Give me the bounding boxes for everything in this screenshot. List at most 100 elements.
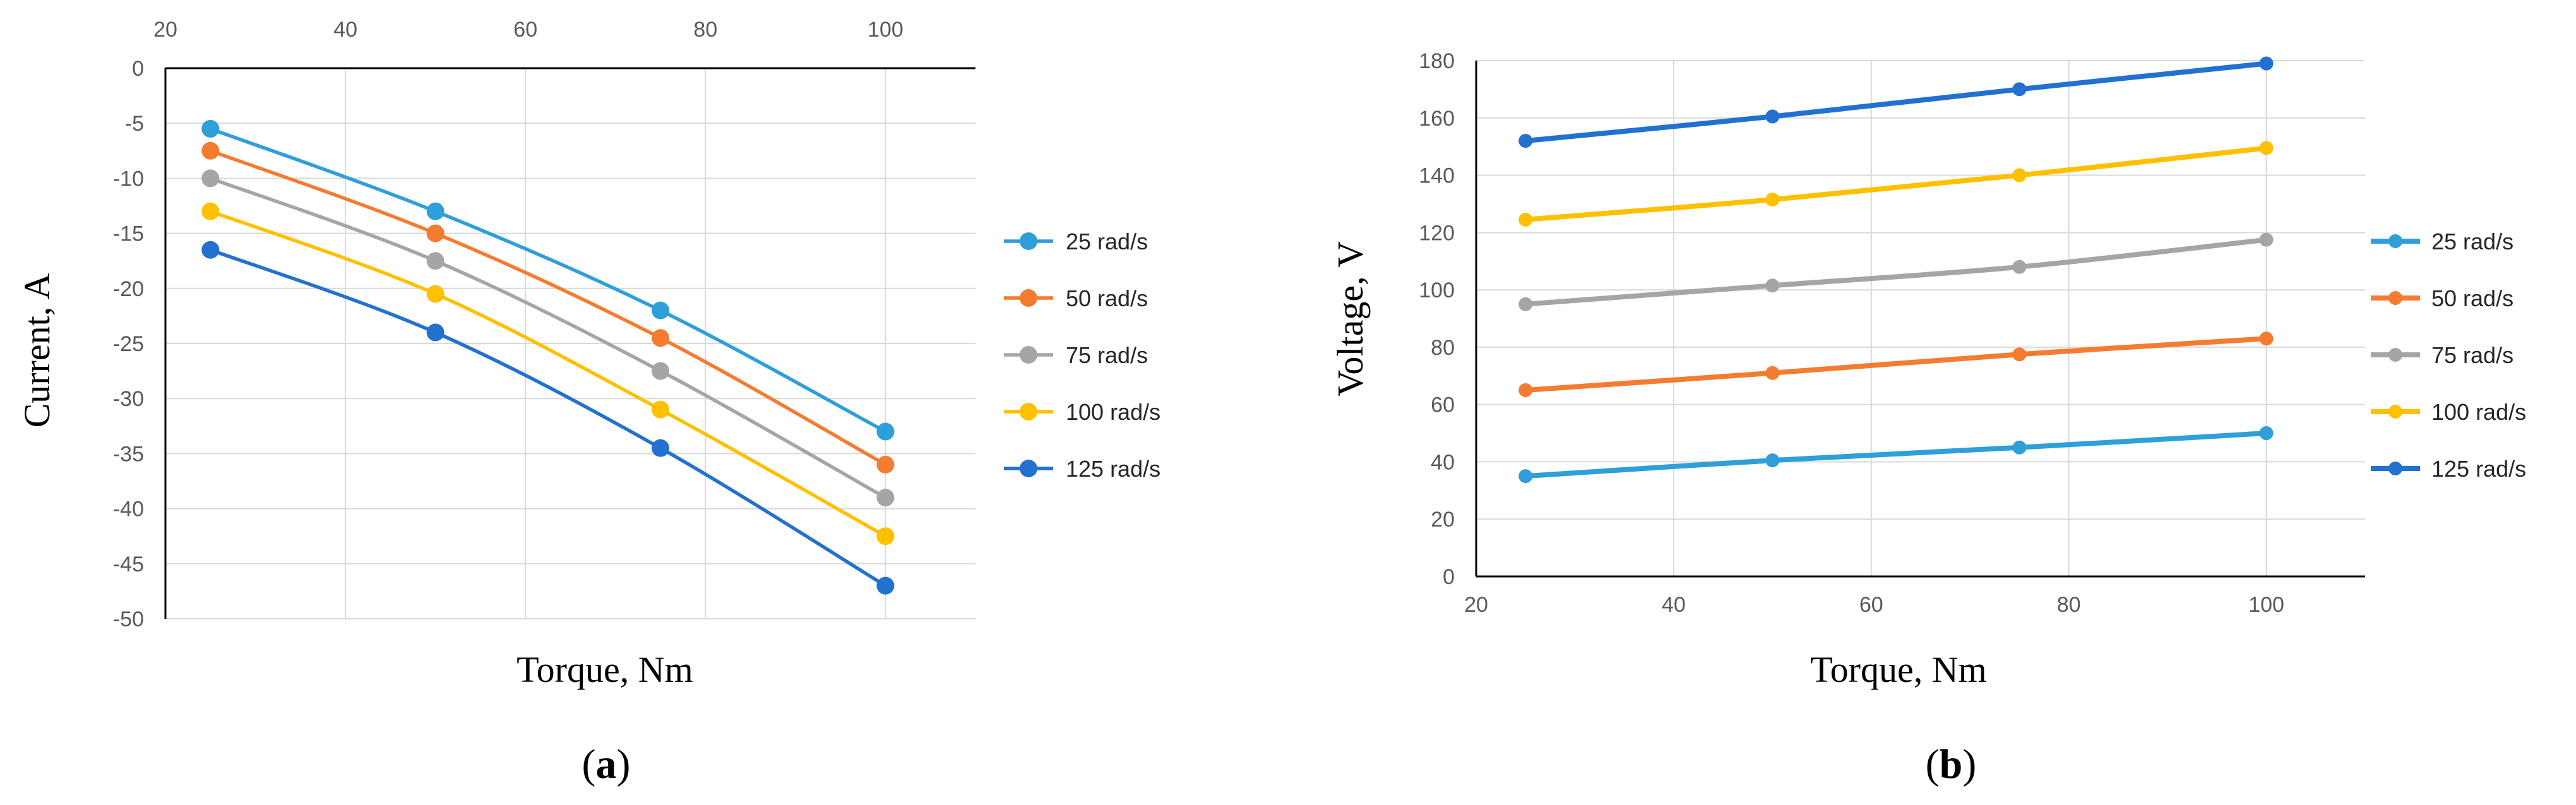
chart-b-tick-labels: 0 20 40 60 80 100 120 140 160 180 20 40 60 80 100 xyxy=(1419,49,2284,617)
series-line-75-rad-s xyxy=(208,176,888,499)
data-point-50-rad-s xyxy=(2259,331,2274,346)
legend-swatch-marker xyxy=(1020,232,1037,250)
data-point-75-rad-s xyxy=(2012,259,2027,274)
data-point-125-rad-s xyxy=(1518,134,1533,148)
data-point-100-rad-s xyxy=(652,400,670,419)
legend-label: 100 rad/s xyxy=(1066,399,1160,425)
chart-a-tick-labels: 0 -5 -10 -15 -20 -25 -30 -35 -40 -45 -50 20 40 60 80 10… xyxy=(113,18,903,631)
data-point-125-rad-s xyxy=(2259,56,2274,71)
data-point-25-rad-s xyxy=(1518,469,1533,484)
y-tick-label: -25 xyxy=(113,332,144,356)
data-point-50-rad-s xyxy=(201,141,220,160)
data-point-125-rad-s xyxy=(201,241,220,259)
legend-entry-75-rad-s: 75 rad/s xyxy=(2371,342,2513,368)
chart-a-legend: 25 rad/s 50 rad/s 75 rad/s 100 rad/s 125 rad… xyxy=(1004,229,1160,482)
legend-label: 25 rad/s xyxy=(2431,229,2513,254)
legend-label: 125 rad/s xyxy=(2431,456,2526,482)
y-tick-label: 0 xyxy=(132,57,144,81)
data-point-100-rad-s xyxy=(201,202,220,220)
x-tick-label: 100 xyxy=(868,18,903,42)
y-tick-label: -45 xyxy=(113,552,144,576)
legend-entry-100-rad-s: 100 rad/s xyxy=(1004,399,1160,425)
legend-label: 25 rad/s xyxy=(1066,229,1148,254)
chart-b-x-axis-title: Torque, Nm xyxy=(1810,649,1986,690)
data-point-25-rad-s xyxy=(652,301,670,319)
legend-entry-25-rad-s: 25 rad/s xyxy=(2371,229,2513,254)
x-tick-label: 60 xyxy=(1859,593,1883,617)
y-tick-label: -20 xyxy=(113,277,144,301)
series-line-100-rad-s xyxy=(208,209,888,538)
data-point-100-rad-s xyxy=(2012,168,2027,182)
data-point-125-rad-s xyxy=(652,439,670,457)
chart-b-series-lines xyxy=(1523,61,2269,479)
chart-b-data-points xyxy=(1518,56,2274,484)
chart-b: 0 20 40 60 80 100 120 140 160 180 20 40 60 80 100 Volt… xyxy=(1330,49,2526,787)
legend-label: 75 rad/s xyxy=(2431,342,2513,368)
legend-swatch-marker xyxy=(1020,403,1037,420)
data-point-50-rad-s xyxy=(2012,347,2027,362)
data-point-50-rad-s xyxy=(1518,383,1533,397)
chart-b-panel-letter: b xyxy=(1940,741,1963,787)
chart-b-y-axis-title: Voltage, V xyxy=(1330,241,1371,397)
chart-b-gridlines xyxy=(1476,60,2365,576)
legend-label: 50 rad/s xyxy=(1066,285,1148,311)
data-point-50-rad-s xyxy=(1765,366,1780,380)
data-point-100-rad-s xyxy=(426,285,444,303)
y-tick-label: 0 xyxy=(1443,565,1455,589)
y-tick-label: 120 xyxy=(1419,221,1455,245)
legend-label: 50 rad/s xyxy=(2431,285,2513,311)
data-point-75-rad-s xyxy=(201,169,220,188)
legend-entry-125-rad-s: 125 rad/s xyxy=(2371,456,2526,482)
series-line-75-rad-s xyxy=(1523,237,2269,307)
y-tick-label: -15 xyxy=(113,222,144,246)
data-point-75-rad-s xyxy=(1518,297,1533,311)
legend-swatch-marker xyxy=(1020,346,1037,364)
x-tick-label: 20 xyxy=(153,18,177,42)
y-tick-label: 180 xyxy=(1419,49,1455,73)
data-point-100-rad-s xyxy=(876,527,895,546)
legend-swatch-marker xyxy=(1020,289,1037,307)
legend-label: 125 rad/s xyxy=(1066,456,1160,482)
data-point-50-rad-s xyxy=(876,455,895,474)
data-point-25-rad-s xyxy=(876,422,895,441)
chart-a-series-lines xyxy=(208,127,888,588)
legend-entry-75-rad-s: 75 rad/s xyxy=(1004,342,1148,368)
y-tick-label: -10 xyxy=(113,167,144,191)
data-point-25-rad-s xyxy=(2012,440,2027,455)
series-line-125-rad-s xyxy=(1523,61,2269,144)
chart-a-panel-label: (a) xyxy=(582,741,631,787)
y-tick-label: 40 xyxy=(1431,450,1455,474)
series-line-100-rad-s xyxy=(1523,145,2269,222)
x-tick-label: 40 xyxy=(333,18,357,42)
y-tick-label: -5 xyxy=(125,112,144,136)
chart-b-panel-label: (b) xyxy=(1926,741,1977,787)
legend-label: 100 rad/s xyxy=(2431,399,2526,425)
data-point-25-rad-s xyxy=(1765,453,1780,468)
legend-entry-125-rad-s: 125 rad/s xyxy=(1004,456,1160,482)
chart-a-gridlines xyxy=(165,68,975,619)
chart-a: 0 -5 -10 -15 -20 -25 -30 -35 -40 -45 -50 20 40 60 80 10… xyxy=(16,18,1160,787)
data-point-100-rad-s xyxy=(1765,193,1780,207)
data-point-125-rad-s xyxy=(2012,82,2027,97)
chart-a-axes xyxy=(164,67,975,619)
y-tick-label: 140 xyxy=(1419,164,1455,188)
x-tick-label: 20 xyxy=(1464,593,1488,617)
data-point-100-rad-s xyxy=(2259,141,2274,155)
y-tick-label: -30 xyxy=(113,387,144,411)
data-point-25-rad-s xyxy=(426,202,444,220)
x-tick-label: 40 xyxy=(1662,593,1686,617)
legend-entry-25-rad-s: 25 rad/s xyxy=(1004,229,1148,254)
data-point-75-rad-s xyxy=(1765,278,1780,293)
y-tick-label: -50 xyxy=(113,607,144,631)
chart-a-data-points xyxy=(201,119,895,595)
data-point-75-rad-s xyxy=(2259,232,2274,247)
legend-label: 75 rad/s xyxy=(1066,342,1148,368)
data-point-125-rad-s xyxy=(426,323,444,342)
chart-a-x-axis-title: Torque, Nm xyxy=(516,649,693,690)
x-tick-label: 80 xyxy=(693,18,717,42)
x-tick-label: 60 xyxy=(513,18,537,42)
legend-entry-50-rad-s: 50 rad/s xyxy=(1004,285,1148,311)
legend-swatch-marker xyxy=(2388,348,2402,362)
legend-entry-50-rad-s: 50 rad/s xyxy=(2371,285,2513,311)
